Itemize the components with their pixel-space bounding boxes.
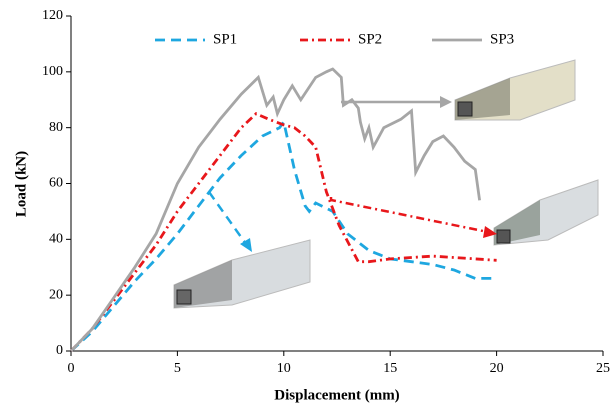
chart: Displacement (mm) Load (kN) 020406080100… [0, 0, 613, 408]
x-axis-title: Displacement (mm) [274, 387, 399, 403]
x-tick-label: 25 [596, 361, 610, 376]
x-tick-label: 15 [383, 361, 397, 376]
legend-label: SP2 [358, 31, 382, 47]
legend-label: SP3 [490, 31, 514, 47]
x-tick-label: 10 [277, 361, 291, 376]
inset-sp1 [174, 240, 310, 308]
x-tick-label: 0 [68, 361, 75, 376]
y-tick-label: 0 [56, 343, 63, 358]
y-tick-label: 20 [49, 287, 63, 302]
data-line [71, 122, 492, 351]
y-tick-label: 80 [49, 120, 63, 135]
y-tick-label: 100 [42, 64, 63, 79]
x-tick-label: 20 [490, 361, 504, 376]
inset-sp2 [494, 180, 598, 245]
data-line [71, 69, 480, 351]
legend-label: SP1 [213, 31, 237, 47]
y-tick-label: 120 [42, 8, 63, 23]
data-line [71, 114, 497, 351]
inset-sp3 [455, 60, 575, 120]
y-tick-label: 60 [49, 176, 63, 191]
y-axis-title: Load (kN) [13, 151, 29, 217]
x-tick-label: 5 [174, 361, 181, 376]
y-tick-label: 40 [49, 232, 63, 247]
annotation-arrows [209, 96, 497, 252]
